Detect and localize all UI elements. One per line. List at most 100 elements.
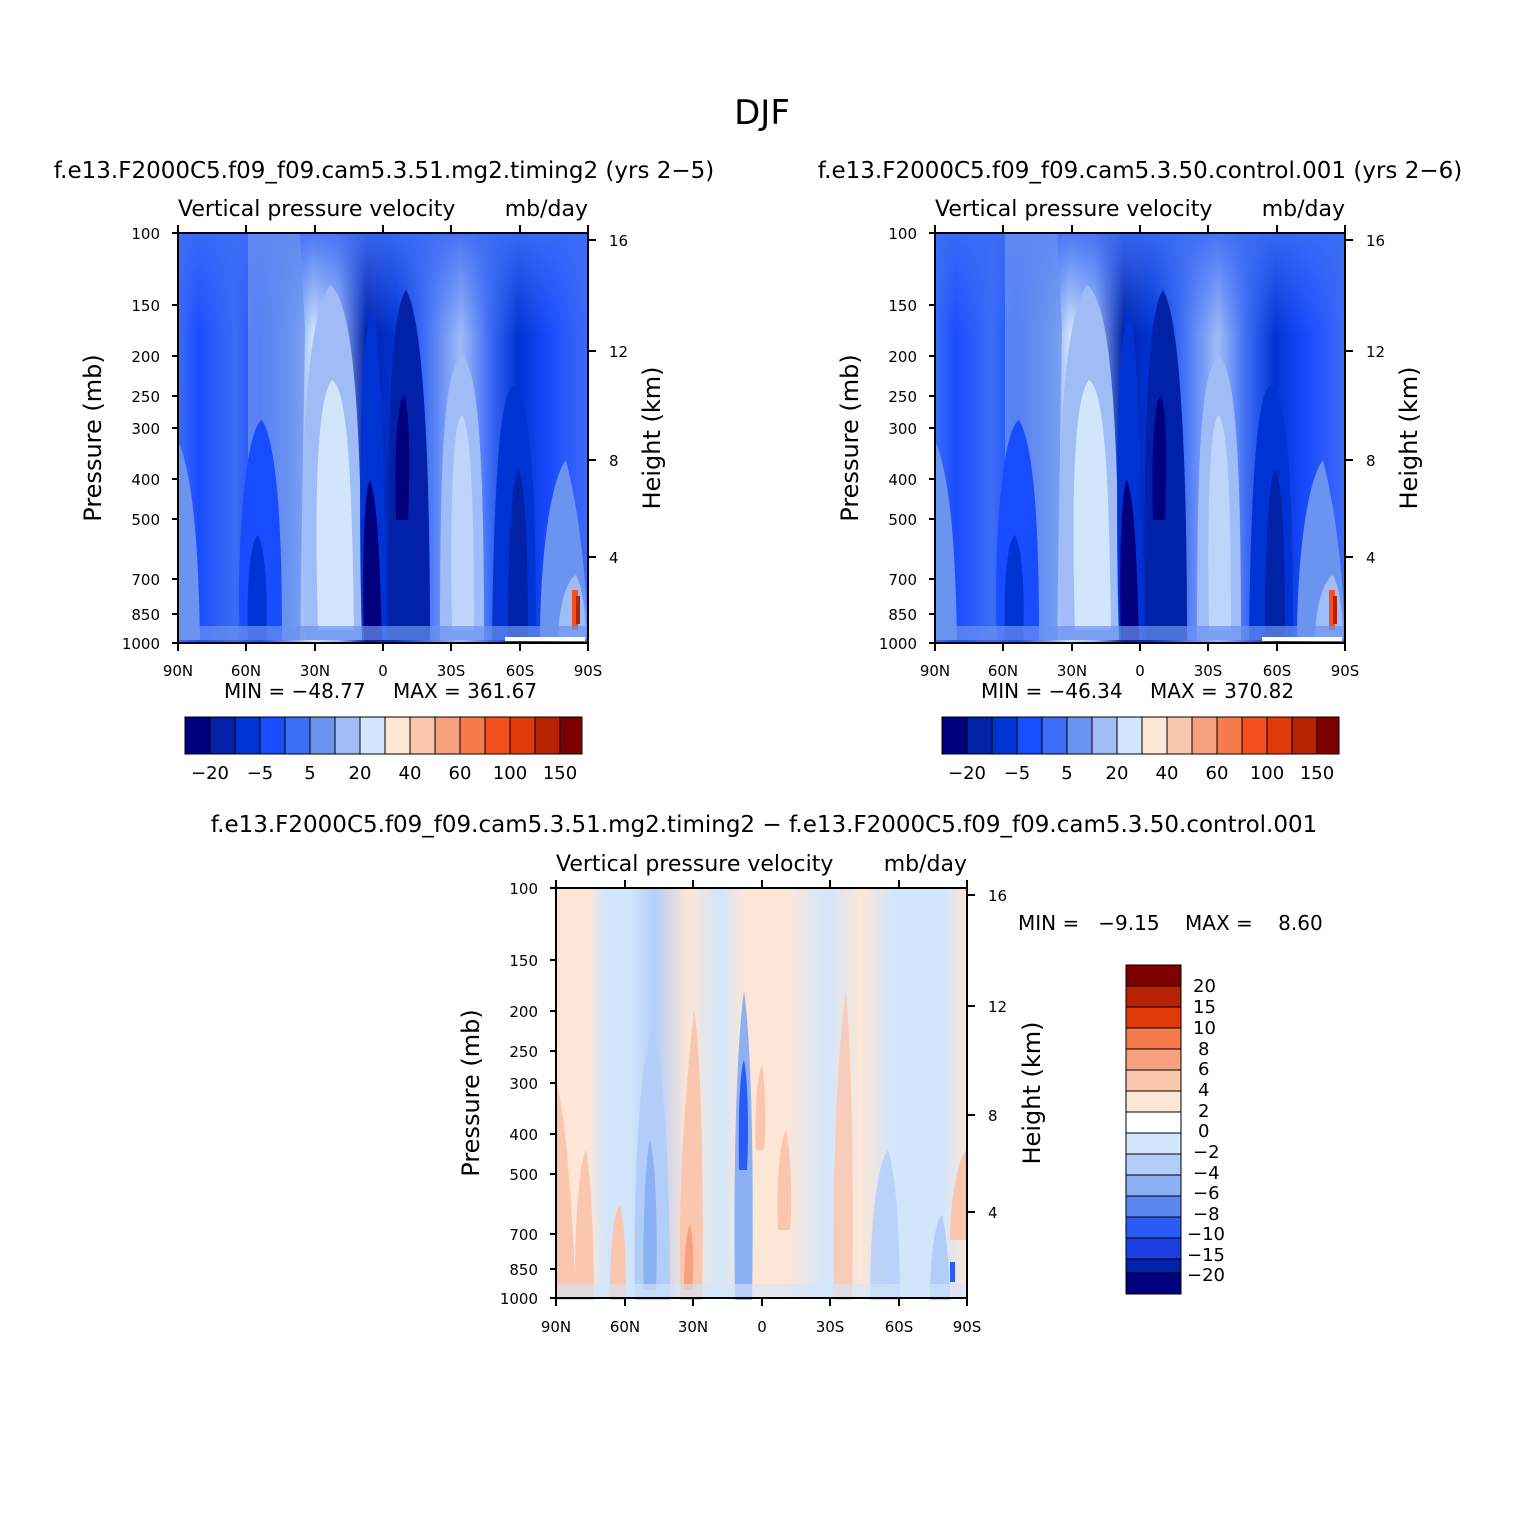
colorbar-swatch: [941, 716, 968, 755]
colorbar-swatch: [1316, 716, 1340, 755]
colorbar-swatch: [966, 716, 993, 755]
colorbar-label: 60: [449, 763, 472, 784]
panel-2-xtick: 0: [1135, 662, 1145, 680]
colorbar-swatch: [991, 716, 1018, 755]
colorbar-swatch: [1125, 964, 1182, 987]
panel-1-xtick: 0: [378, 662, 388, 680]
colorbar-label: 0: [1198, 1121, 1209, 1142]
colorbar-swatch: [334, 716, 361, 755]
panel-1-xtick: 90S: [574, 662, 603, 680]
colorbar-swatch: [1216, 716, 1243, 755]
panel-3-ytick: 1000: [500, 1290, 538, 1308]
colorbar-label: 60: [1206, 763, 1229, 784]
colorbar-swatch: [1125, 1048, 1182, 1071]
panel-3-y2tick: 4: [988, 1204, 998, 1222]
panel-1-ytick: 500: [131, 511, 160, 529]
panel-2-y2tick: 4: [1366, 549, 1376, 567]
colorbar-label: 5: [1061, 763, 1072, 784]
panel-2-colorbar: −20 −5 5 20 40 60 100 150: [941, 716, 1340, 784]
panel-3-y2-axis: 16 12 8 4 Height (km): [967, 887, 1046, 1222]
panel-3-ytick: 150: [509, 952, 538, 970]
panel-3-case: f.e13.F2000C5.f09_f09.cam5.3.51.mg2.timi…: [211, 812, 1318, 838]
colorbar-label: −20: [191, 763, 229, 784]
panel-1-units: mb/day: [505, 197, 588, 222]
panel-3-xtick: 60N: [610, 1318, 640, 1336]
colorbar-label: 8: [1198, 1039, 1209, 1060]
panel-1-ytick: 100: [131, 225, 160, 243]
colorbar-label: 40: [399, 763, 422, 784]
panel-2-y2tick: 8: [1366, 452, 1376, 470]
colorbar-label: 5: [304, 763, 315, 784]
colorbar-label: 10: [1193, 1018, 1216, 1039]
panel-3-ytick: 250: [509, 1043, 538, 1061]
panel-1-y2-axis: 16 12 8 4 Height (km): [588, 232, 666, 567]
panel-2-xtick: 60N: [988, 662, 1018, 680]
colorbar-swatch: [209, 716, 236, 755]
panel-3: f.e13.F2000C5.f09_f09.cam5.3.51.mg2.timi…: [211, 812, 1323, 1336]
panel-3-xtick: 30S: [816, 1318, 845, 1336]
panel-1-xtick: 60N: [231, 662, 261, 680]
colorbar-swatch: [1241, 716, 1268, 755]
figure-title: DJF: [734, 93, 790, 133]
colorbar-label: 20: [1106, 763, 1129, 784]
panel-1-x-axis: 90N 60N 30N 0 30S 60S 90S: [163, 225, 602, 680]
colorbar-swatch: [484, 716, 511, 755]
colorbar-swatch: [1125, 1237, 1182, 1260]
panel-2-ytick: 700: [888, 571, 917, 589]
panel-1-xtick: 90N: [163, 662, 193, 680]
colorbar-swatch: [1125, 1027, 1182, 1050]
colorbar-swatch: [1125, 1090, 1182, 1113]
panel-1-y2label: Height (km): [638, 367, 666, 510]
colorbar-swatch: [1266, 716, 1293, 755]
panel-3-xtick: 30N: [678, 1318, 708, 1336]
colorbar-label: 150: [1300, 763, 1334, 784]
colorbar-swatch: [409, 716, 436, 755]
colorbar-swatch: [1041, 716, 1068, 755]
panel-3-y-axis: 100 150 200 250 300 400 500 700 850 1000…: [457, 880, 556, 1308]
panel-2-ytick: 300: [888, 420, 917, 438]
panel-1-y2tick: 16: [609, 232, 628, 250]
colorbar-swatch: [284, 716, 311, 755]
colorbar-swatch: [359, 716, 386, 755]
panel-3-y2tick: 16: [988, 887, 1007, 905]
panel-2-x-axis: 90N 60N 30N 0 30S 60S 90S: [920, 225, 1359, 680]
panel-3-ytick: 100: [509, 880, 538, 898]
colorbar-label: −8: [1193, 1204, 1220, 1225]
panel-2-ytick: 850: [888, 606, 917, 624]
colorbar-label: 4: [1198, 1080, 1209, 1101]
colorbar-label: −5: [1004, 763, 1031, 784]
panel-1-colorbar: −20 −5 5 20 40 60 100 150: [184, 716, 583, 784]
colorbar-swatch: [1125, 1111, 1182, 1134]
panel-1-xtick: 30S: [437, 662, 466, 680]
colorbar-label: −6: [1193, 1183, 1220, 1204]
panel-2-y2label: Height (km): [1395, 367, 1423, 510]
panel-1: f.e13.F2000C5.f09_f09.cam5.3.51.mg2.timi…: [54, 158, 715, 784]
panel-3-units: mb/day: [884, 852, 967, 877]
panel-3-ytick: 200: [509, 1003, 538, 1021]
panel-1-max-label: MAX = 361.67: [393, 679, 537, 703]
panel-3-ytick: 850: [509, 1261, 538, 1279]
panel-2-xtick: 30N: [1057, 662, 1087, 680]
panel-2-ytick: 400: [888, 471, 917, 489]
colorbar-label: −2: [1193, 1142, 1220, 1163]
colorbar-swatch: [534, 716, 561, 755]
colorbar-label: −20: [948, 763, 986, 784]
panel-3-max-label: MAX = 8.60: [1185, 911, 1323, 935]
colorbar-swatch: [234, 716, 261, 755]
panel-1-case: f.e13.F2000C5.f09_f09.cam5.3.51.mg2.timi…: [54, 158, 715, 184]
panel-3-x-axis: 90N 60N 30N 0 30S 60S 90S: [541, 880, 981, 1336]
panel-1-ylabel: Pressure (mb): [79, 354, 107, 521]
panel-2-y2tick: 16: [1366, 232, 1385, 250]
colorbar-swatch: [1166, 716, 1193, 755]
panel-1-xtick: 60S: [506, 662, 535, 680]
panel-3-title: Vertical pressure velocity: [556, 852, 833, 877]
panel-3-ytick: 300: [509, 1075, 538, 1093]
panel-3-ytick: 500: [509, 1166, 538, 1184]
panel-1-title: Vertical pressure velocity: [178, 197, 455, 222]
panel-3-field: [556, 888, 967, 1300]
colorbar-swatch: [434, 716, 461, 755]
panel-1-ytick: 400: [131, 471, 160, 489]
panel-2-y2-axis: 16 12 8 4 Height (km): [1345, 232, 1423, 567]
colorbar-label: −4: [1193, 1163, 1220, 1184]
colorbar-swatch: [384, 716, 411, 755]
